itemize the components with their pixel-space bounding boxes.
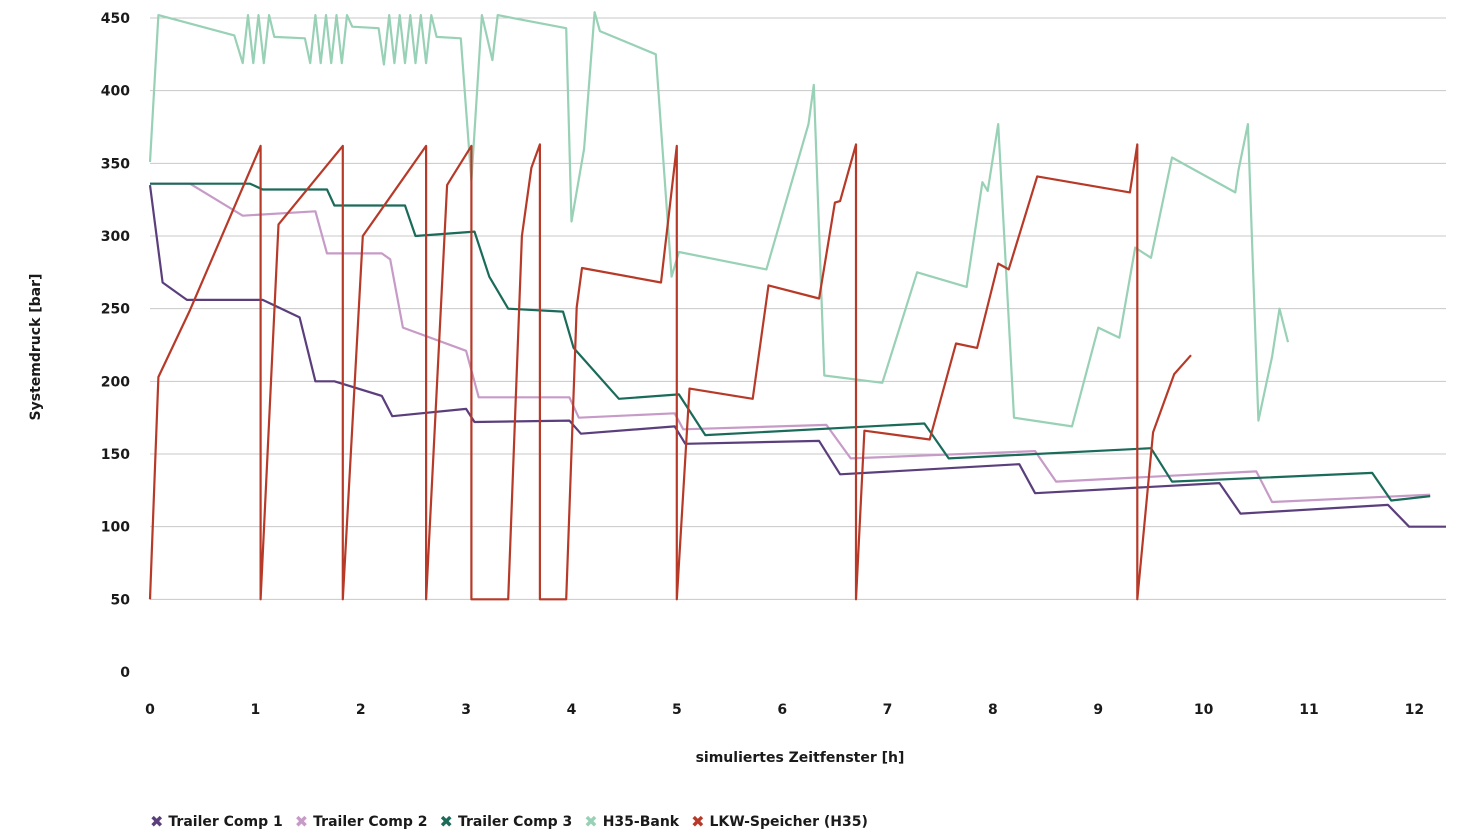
legend-item: ✖ LKW-Speicher (H35): [691, 812, 868, 831]
x-tick-label: 12: [1405, 702, 1424, 718]
y-tick-label: 450: [101, 11, 130, 27]
x-tick-label: 6: [777, 702, 787, 718]
y-axis-label: Systemdruck [bar]: [28, 274, 44, 421]
y-tick-label: 50: [111, 592, 131, 608]
y-tick-labels: 0 50 100 150 200 250 300 350 400 450: [101, 11, 130, 681]
y-tick-label: 0: [120, 665, 130, 681]
x-tick-label: 5: [672, 702, 682, 718]
y-tick-label: 200: [101, 374, 130, 390]
legend-marker-icon: ✖: [439, 812, 453, 831]
series-lines: [148, 11, 1446, 601]
x-axis-label: simuliertes Zeitfenster [h]: [696, 750, 905, 766]
legend-label: Trailer Comp 1: [168, 814, 283, 830]
legend-item: ✖ H35-Bank: [584, 812, 680, 831]
x-tick-label: 3: [461, 702, 471, 718]
x-tick-label: 4: [567, 702, 577, 718]
y-tick-label: 400: [101, 84, 130, 100]
legend-marker-icon: ✖: [294, 812, 309, 831]
x-tick-label: 8: [988, 702, 998, 718]
x-tick-label: 0: [145, 702, 155, 718]
x-tick-label: 7: [883, 702, 893, 718]
series-line: [150, 182, 1431, 504]
x-tick-label: 9: [1093, 702, 1103, 718]
series-line: [148, 11, 1290, 428]
y-tick-label: 250: [101, 302, 130, 318]
legend-item: ✖ Trailer Comp 1: [150, 812, 283, 831]
legend-marker-icon: ✖: [691, 812, 705, 831]
y-tick-label: 300: [101, 229, 130, 245]
legend-marker-icon: ✖: [150, 812, 164, 831]
legend-item: ✖ Trailer Comp 2: [294, 812, 428, 831]
x-tick-labels: 0 1 2 3 4 5 6 7 8 9 10 11 12: [145, 702, 1424, 718]
legend-label: Trailer Comp 3: [457, 814, 573, 830]
legend-label: Trailer Comp 2: [313, 814, 428, 830]
x-tick-label: 2: [356, 702, 366, 718]
series-line: [150, 182, 1431, 502]
x-tick-label: 11: [1299, 702, 1318, 718]
y-tick-label: 350: [101, 156, 130, 172]
legend: ✖ Trailer Comp 1 ✖ Trailer Comp 2 ✖ Trailer C…: [150, 812, 868, 831]
legend-item: ✖ Trailer Comp 3: [439, 812, 573, 831]
y-tick-label: 100: [101, 520, 130, 536]
legend-label: LKW-Speicher (H35): [709, 814, 868, 830]
y-tick-label: 150: [101, 447, 130, 463]
x-tick-label: 10: [1194, 702, 1214, 718]
legend-label: H35-Bank: [602, 814, 680, 830]
x-tick-label: 1: [250, 702, 260, 718]
series-line: [148, 143, 1192, 601]
gridlines: [150, 17, 1446, 600]
legend-marker-icon: ✖: [584, 812, 598, 831]
series-line: [148, 184, 1446, 528]
